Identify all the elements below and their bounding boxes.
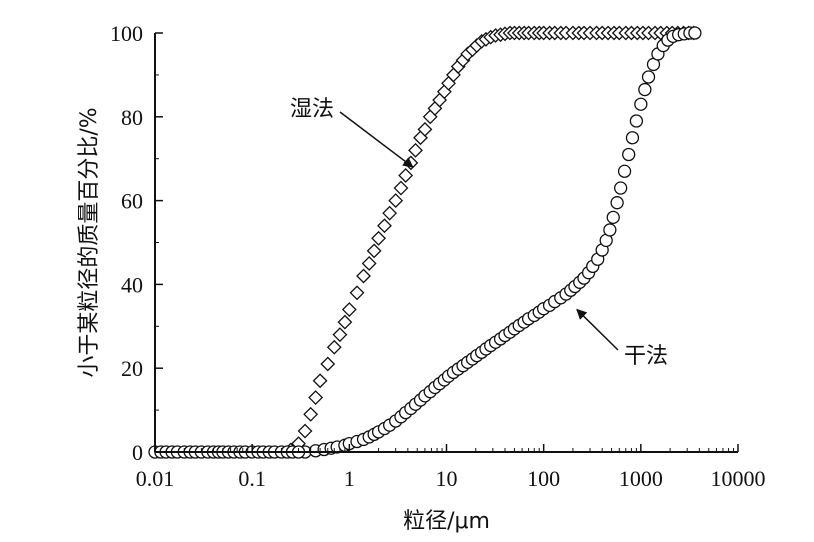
x-axis-title: 粒径/μm [403,509,490,534]
y-axis-ticks: 0 20 40 60 80 100 [110,21,163,465]
point-dry-circle [622,147,636,162]
data-marks [148,25,702,459]
point-wet-diamond [349,285,365,301]
point-wet-diamond [408,142,423,158]
point-dry-circle [625,131,640,145]
point-wet-diamond [332,327,348,343]
y-tick-label: 60 [121,189,143,214]
point-dry-circle [610,196,624,210]
point-wet-diamond [320,356,336,372]
point-dry-circle [614,181,628,195]
y-tick-label: 100 [110,21,143,46]
point-wet-diamond [308,390,324,405]
y-axis-title: 小于某粒径的质量百分比/% [77,107,102,377]
y-tick-label: 20 [121,356,143,381]
x-axis-ticks: 0.01 0.1 1 10 100 1000 10000 [136,444,766,491]
point-wet-diamond [366,243,382,259]
point-wet-diamond [356,268,371,284]
point-wet-diamond [337,314,353,330]
x-tick-label: 10 [436,466,458,491]
x-tick-label: 0.01 [136,466,175,491]
point-wet-diamond [371,230,387,246]
x-tick-label: 100 [527,466,560,491]
point-dry-circle [629,114,644,128]
point-wet-diamond [297,423,313,439]
y-tick-label: 80 [121,105,143,130]
point-wet-diamond [393,180,409,196]
annotation-arrow [576,308,619,351]
point-wet-diamond [326,339,342,355]
point-dry-circle [617,164,632,178]
annotation-label: 干法 [624,344,668,369]
point-dry-circle [634,97,648,111]
annotation-label: 湿法 [290,97,334,122]
point-dry-circle [603,223,617,237]
point-wet-diamond [361,256,377,271]
point-wet-diamond [388,193,404,209]
point-wet-diamond [303,406,319,422]
point-dry-circle [638,82,652,97]
point-wet-diamond [417,121,433,137]
x-tick-label: 0.1 [238,466,266,491]
annotation-arrow [339,111,414,168]
point-dry-circle [641,70,656,84]
x-tick-label: 1 [344,466,355,491]
point-wet-diamond [377,218,392,234]
y-tick-label: 0 [132,440,143,465]
x-tick-label: 10000 [711,466,766,491]
point-wet-diamond [341,302,357,317]
x-tick-label: 1000 [619,466,663,491]
point-wet-diamond [382,205,398,221]
y-tick-label: 40 [121,272,143,297]
point-dry-circle [688,26,702,40]
point-wet-diamond [312,373,328,389]
point-wet-diamond [398,168,414,183]
point-dry-circle [606,210,620,225]
